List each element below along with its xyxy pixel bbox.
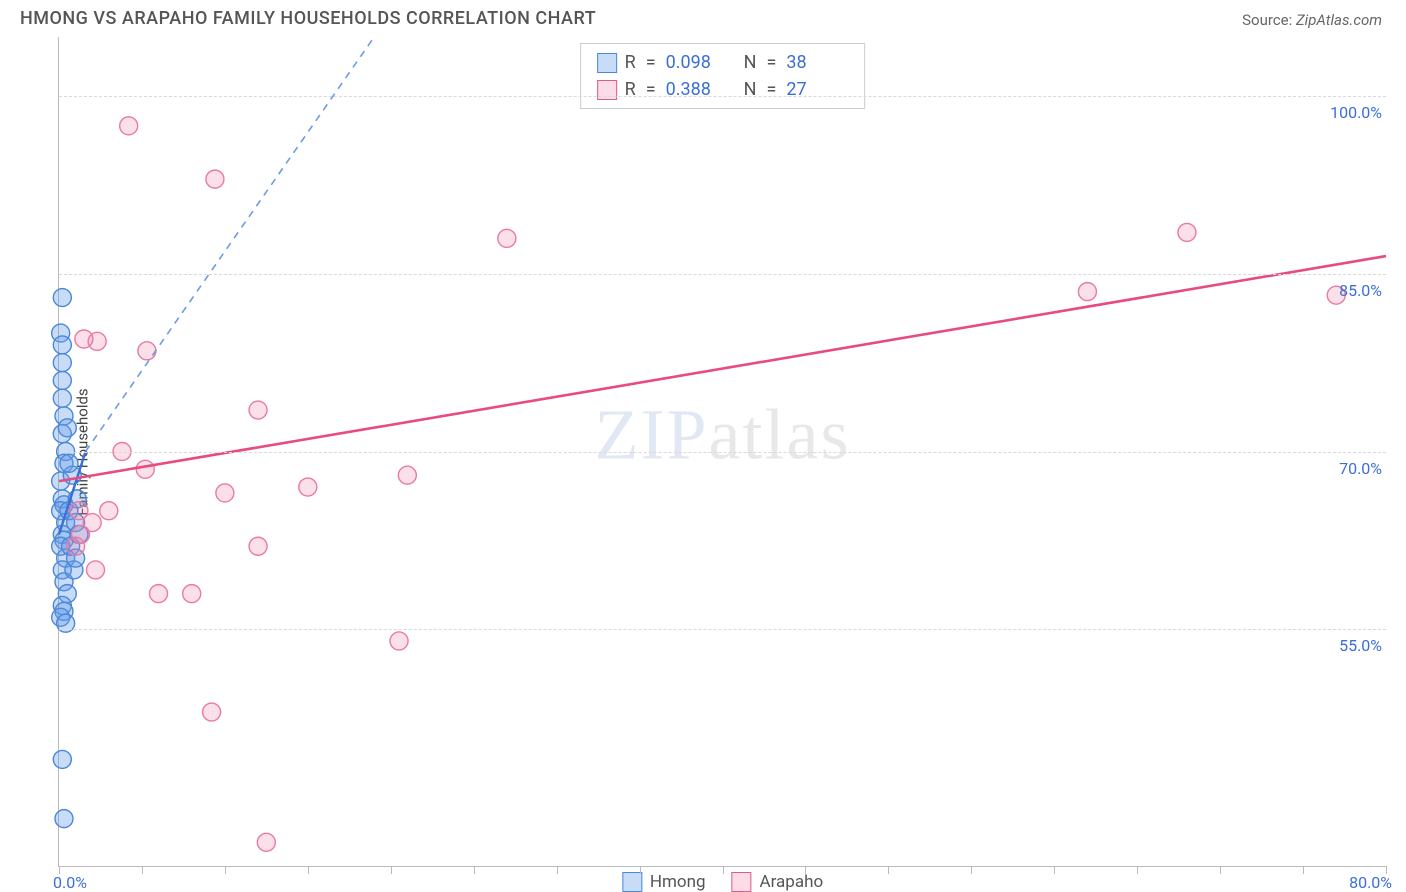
data-point-arapaho xyxy=(183,585,201,603)
x-tick xyxy=(1220,866,1221,874)
chart-plot-area: Family Households ZIPatlas R= 0.098 N= 3… xyxy=(58,37,1386,867)
data-point-arapaho xyxy=(498,229,516,247)
data-point-arapaho xyxy=(249,537,267,555)
swatch-blue-icon xyxy=(597,53,617,73)
x-tick xyxy=(1054,866,1055,874)
gridline-label: 70.0% xyxy=(1339,459,1382,478)
data-point-hmong xyxy=(55,810,73,828)
data-point-arapaho xyxy=(1078,283,1096,301)
gridline-label: 85.0% xyxy=(1339,281,1382,300)
stat-r-label: R xyxy=(625,76,636,103)
x-tick xyxy=(391,866,392,874)
trend-line xyxy=(59,256,1386,481)
stat-n-label: N xyxy=(744,76,757,103)
x-tick xyxy=(474,866,475,874)
data-point-hmong xyxy=(53,750,71,768)
swatch-blue-icon xyxy=(622,872,642,892)
x-min-label: 0.0% xyxy=(53,873,87,892)
x-tick xyxy=(59,866,60,874)
stat-n-label: N xyxy=(744,49,757,76)
x-tick xyxy=(225,866,226,874)
data-point-hmong xyxy=(60,454,78,472)
chart-source: Source: ZipAtlas.com xyxy=(1242,11,1382,29)
x-tick xyxy=(1303,866,1304,874)
data-point-arapaho xyxy=(120,117,138,135)
stats-box: R= 0.098 N= 38 R= 0.388 N= 27 xyxy=(580,43,866,109)
data-point-hmong xyxy=(53,289,71,307)
legend-item-arapaho: Arapaho xyxy=(732,872,824,892)
source-prefix: Source: xyxy=(1242,11,1296,29)
stat-r-hmong: 0.098 xyxy=(666,49,728,76)
stats-row-hmong: R= 0.098 N= 38 xyxy=(597,49,849,76)
legend: Hmong Arapaho xyxy=(622,872,823,892)
data-point-arapaho xyxy=(249,401,267,419)
data-point-arapaho xyxy=(216,484,234,502)
trend-line xyxy=(86,37,375,452)
x-max-label: 80.0% xyxy=(1349,873,1392,892)
x-tick xyxy=(971,866,972,874)
x-tick xyxy=(1386,866,1387,874)
data-point-arapaho xyxy=(86,561,104,579)
gridline-label: 100.0% xyxy=(1330,103,1382,122)
data-point-arapaho xyxy=(398,466,416,484)
gridline-h: 70.0% xyxy=(59,452,1386,453)
data-point-hmong xyxy=(58,419,76,437)
data-point-arapaho xyxy=(1178,223,1196,241)
x-tick xyxy=(640,866,641,874)
data-point-arapaho xyxy=(203,703,221,721)
data-point-arapaho xyxy=(150,585,168,603)
x-tick xyxy=(308,866,309,874)
x-tick xyxy=(723,866,724,874)
swatch-pink-icon xyxy=(732,872,752,892)
data-point-hmong xyxy=(53,371,71,389)
data-point-arapaho xyxy=(100,502,118,520)
x-tick xyxy=(557,866,558,874)
stat-n-arapaho: 27 xyxy=(786,76,848,103)
legend-label-hmong: Hmong xyxy=(650,872,706,892)
stats-row-arapaho: R= 0.388 N= 27 xyxy=(597,76,849,103)
gridline-h: 85.0% xyxy=(59,274,1386,275)
legend-item-hmong: Hmong xyxy=(622,872,706,892)
gridline-h: 55.0% xyxy=(59,629,1386,630)
data-point-arapaho xyxy=(257,833,275,851)
stat-r-arapaho: 0.388 xyxy=(666,76,728,103)
source-value: ZipAtlas.com xyxy=(1296,11,1382,29)
stat-r-label: R xyxy=(625,49,636,76)
data-point-arapaho xyxy=(206,170,224,188)
x-tick xyxy=(805,866,806,874)
x-tick xyxy=(142,866,143,874)
x-tick xyxy=(888,866,889,874)
data-point-arapaho xyxy=(72,525,90,543)
data-point-arapaho xyxy=(390,632,408,650)
data-point-hmong xyxy=(53,354,71,372)
data-point-arapaho xyxy=(299,478,317,496)
stat-n-hmong: 38 xyxy=(786,49,848,76)
legend-label-arapaho: Arapaho xyxy=(760,872,824,892)
gridline-h: 100.0% xyxy=(59,96,1386,97)
gridline-label: 55.0% xyxy=(1339,636,1382,655)
data-point-arapaho xyxy=(75,330,93,348)
chart-title: HMONG VS ARAPAHO FAMILY HOUSEHOLDS CORRE… xyxy=(20,8,596,29)
data-point-hmong xyxy=(53,336,71,354)
chart-header: HMONG VS ARAPAHO FAMILY HOUSEHOLDS CORRE… xyxy=(0,0,1406,33)
data-point-arapaho xyxy=(136,460,154,478)
x-tick xyxy=(1137,866,1138,874)
data-point-hmong xyxy=(53,389,71,407)
data-point-arapaho xyxy=(138,342,156,360)
